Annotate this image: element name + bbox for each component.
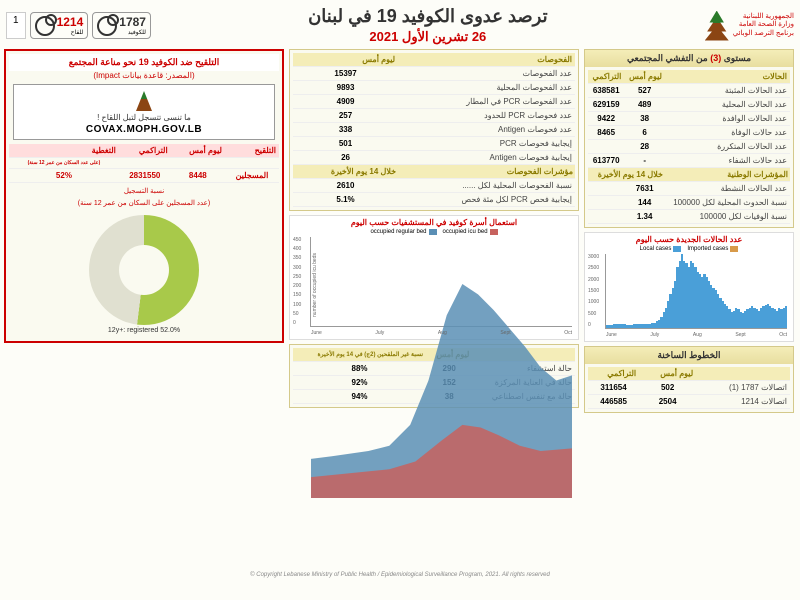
covax-url: COVAX.MOPH.GOV.LB xyxy=(18,124,270,135)
hotline-lab: للقاح xyxy=(57,29,84,36)
col-tests: الفحوصاتليوم أمس عدد الفحوصات15397عدد ال… xyxy=(289,49,579,569)
page-number: 1 xyxy=(6,12,26,39)
headset-icon xyxy=(35,16,55,36)
cedar-icon xyxy=(705,11,729,41)
beds-chart: استعمال أسرة كوفيد في المستشفيات حسب الي… xyxy=(289,215,579,340)
community-table: الحالاتليوم أمسالتراكمي عدد الحالات المث… xyxy=(588,70,790,224)
chart-title: استعمال أسرة كوفيد في المستشفيات حسب الي… xyxy=(292,218,576,227)
registration-header: نسبة التسجيل xyxy=(9,187,279,195)
hotline-vaccine: 1214للقاح xyxy=(30,12,89,39)
col-vaccination: التلقيح ضد الكوفيد 19 نحو مناعة المجتمع … xyxy=(4,49,284,569)
hotlines-header: الخطوط الساخنة xyxy=(585,347,793,364)
hotline-covid: 1787للكوفيد xyxy=(92,12,151,39)
headset-icon xyxy=(97,16,117,36)
community-spread-header: مستوى (3) من التفشي المجتمعي xyxy=(585,50,793,67)
chart-legend: Imported casesLocal cases xyxy=(587,246,791,252)
vaccination-header: التلقيح ضد الكوفيد 19 نحو مناعة المجتمع xyxy=(9,54,279,71)
covax-box: ما تنسى تتسجل لتبل اللقاح ! COVAX.MOPH.G… xyxy=(13,84,275,140)
report-date: 26 تشرين الأول 2021 xyxy=(308,29,548,45)
copyright-footer: © Copyright Lebanese Ministry of Public … xyxy=(6,572,794,578)
donut-chart: 12y+: registered 52.0% xyxy=(9,211,279,338)
page-title: ترصد عدوى الكوفيد 19 في لبنان xyxy=(308,6,548,27)
col-community: مستوى (3) من التفشي المجتمعي الحالاتليوم… xyxy=(584,49,794,569)
hotline-num: 1787 xyxy=(119,15,146,29)
hotline-num: 1214 xyxy=(57,15,84,29)
hotline-lab: للكوفيد xyxy=(119,29,146,36)
logo-right: الجمهورية اللبنانية وزارة الصحة العامة ب… xyxy=(705,11,794,41)
vaccination-source: (المصدر: قاعدة بيانات Impact) xyxy=(9,71,279,80)
org-line: وزارة الصحة العامة xyxy=(733,21,794,29)
reminder-text: ما تنسى تتسجل لتبل اللقاح ! xyxy=(18,113,270,122)
donut-label: 12y+: registered 52.0% xyxy=(13,327,275,334)
vaccination-table: التلقيحليوم أمسالتراكميالتغطية (على عدد … xyxy=(9,144,279,183)
cedar-icon xyxy=(136,91,152,111)
tests-table: الفحوصاتليوم أمس عدد الفحوصات15397عدد ال… xyxy=(293,53,575,207)
registration-note: (عدد المسجلين على السكان من عمر 12 سنة) xyxy=(9,199,279,207)
chart-legend: occupied icu bedoccupied regular bed xyxy=(292,229,576,235)
new-cases-chart: عدد الحالات الجديدة حسب اليوم Imported c… xyxy=(584,232,794,342)
chart-title: عدد الحالات الجديدة حسب اليوم xyxy=(587,235,791,244)
org-line: برنامج الترصد الوبائي xyxy=(733,30,794,38)
header: الجمهورية اللبنانية وزارة الصحة العامة ب… xyxy=(6,6,794,45)
hotlines-table: ليوم أمسالتراكمي اتصالات 1787 (1)5023116… xyxy=(588,367,790,409)
